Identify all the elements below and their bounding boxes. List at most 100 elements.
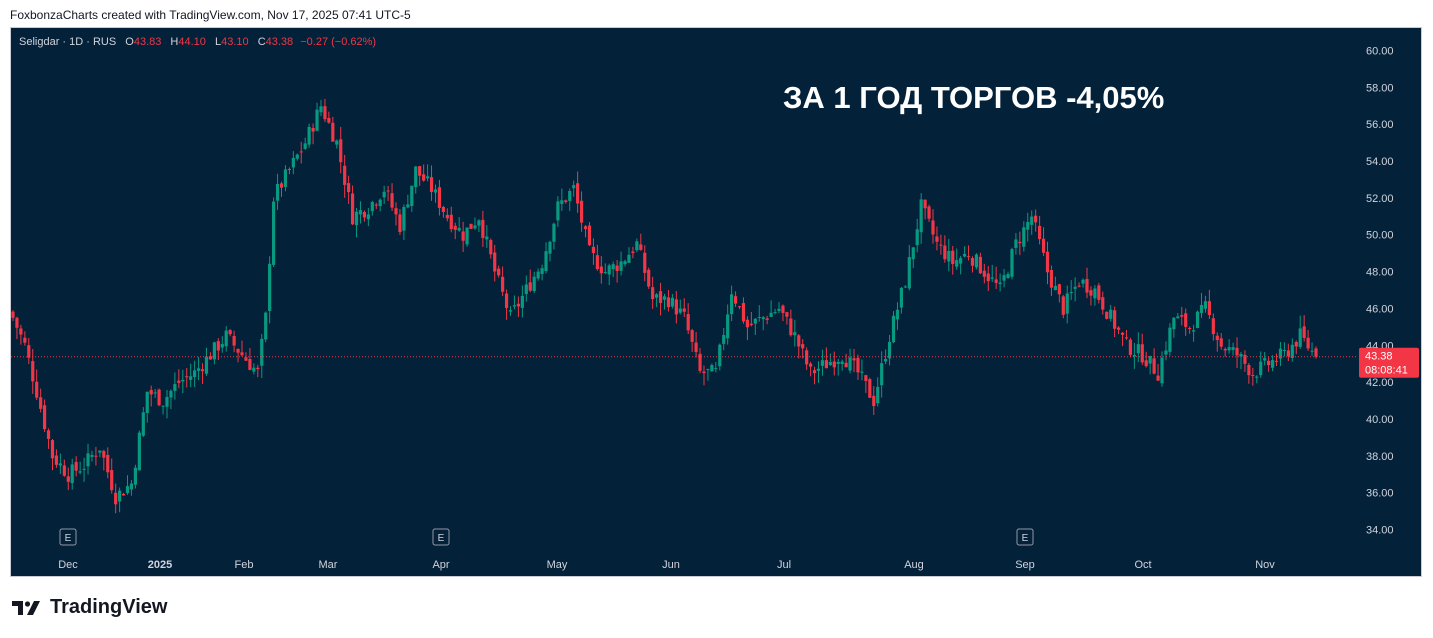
candle	[189, 363, 193, 388]
candle	[307, 123, 311, 148]
candle	[682, 298, 686, 318]
candle	[639, 233, 643, 251]
time-tick-label: Nov	[1255, 559, 1275, 571]
price-tick-label: 34.00	[1366, 525, 1394, 537]
candle	[1132, 342, 1136, 369]
candle	[240, 340, 244, 357]
candle	[473, 217, 477, 230]
candle	[1018, 231, 1022, 256]
earnings-marker-icon[interactable]: E	[59, 528, 77, 546]
candle	[939, 234, 943, 255]
candle	[686, 303, 690, 335]
candle	[572, 180, 576, 197]
price-tick-label: 36.00	[1366, 488, 1394, 500]
candle	[868, 377, 872, 399]
candle	[485, 225, 489, 248]
candle	[331, 116, 335, 142]
candle	[591, 238, 596, 265]
candle	[31, 348, 35, 394]
time-tick-label: Dec	[58, 559, 78, 571]
candle	[647, 267, 651, 289]
candle	[1081, 278, 1085, 288]
candle	[303, 137, 307, 150]
candle	[1239, 351, 1243, 370]
candle	[765, 315, 769, 325]
candle	[733, 291, 738, 307]
price-axis[interactable]: 34.0036.0038.0040.0042.0044.0046.0048.00…	[1366, 45, 1394, 536]
candle	[228, 328, 232, 337]
candle	[793, 319, 797, 347]
svg-text:E: E	[1022, 533, 1029, 544]
candle	[670, 294, 674, 309]
last-price-label: 43.38	[1365, 351, 1393, 363]
candle	[1093, 285, 1097, 306]
time-tick-label: Aug	[904, 559, 924, 571]
time-tick-label: Oct	[1134, 559, 1151, 571]
open-value: 43.83	[133, 36, 162, 48]
earnings-marker-icon[interactable]: E	[1016, 528, 1034, 546]
candle	[1065, 285, 1069, 324]
chart-panel[interactable]: 34.00 36.00 38.00 40.00 42.00 44.00 46.00 48.00…	[10, 27, 1422, 577]
candle	[761, 315, 765, 331]
candle	[844, 353, 848, 368]
candle	[465, 227, 469, 247]
candle	[1298, 315, 1302, 349]
candle	[915, 218, 919, 253]
candle	[493, 244, 497, 282]
price-tick-label: 48.00	[1366, 267, 1394, 279]
time-axis[interactable]: Dec 2025 Feb Mar Apr May Jun Jul Aug Sep Oct Nov	[58, 559, 1275, 571]
candle	[390, 183, 394, 211]
candle	[753, 317, 757, 336]
candle	[1061, 294, 1065, 319]
candle	[441, 205, 445, 218]
brand-footer[interactable]: TradingView	[12, 596, 167, 619]
candle	[737, 305, 742, 310]
candle	[1034, 209, 1038, 232]
candle	[1156, 363, 1160, 381]
candle	[876, 377, 880, 407]
high-key: H	[170, 36, 179, 48]
candle	[556, 196, 560, 227]
candle	[1041, 227, 1046, 256]
ohlc-legend: Seligdar · 1D · RUS O43.83 H44.10 L43.10…	[19, 36, 376, 48]
candle	[394, 202, 398, 226]
candle	[840, 359, 844, 371]
candle	[548, 240, 552, 262]
candle	[137, 430, 141, 471]
candle	[1180, 306, 1184, 326]
candle	[757, 305, 761, 322]
candle	[1255, 375, 1259, 384]
candle	[951, 245, 955, 275]
candle	[193, 360, 197, 388]
candle	[970, 256, 975, 273]
candle	[106, 447, 110, 479]
candle	[78, 461, 82, 475]
candle	[576, 171, 580, 213]
candle	[923, 199, 927, 220]
candle	[579, 191, 584, 232]
candle	[726, 304, 730, 345]
candle	[852, 348, 856, 373]
candle	[39, 388, 43, 413]
candle	[62, 459, 66, 477]
candle	[121, 492, 126, 496]
candle	[287, 167, 291, 175]
candle	[181, 369, 185, 394]
candle	[986, 265, 990, 292]
symbol-label[interactable]: Seligdar · 1D · RUS	[19, 36, 117, 48]
candle	[907, 244, 911, 291]
candle	[1101, 291, 1105, 315]
candle	[272, 197, 276, 267]
candle	[1270, 355, 1275, 372]
candle	[1010, 247, 1014, 280]
candle	[1053, 276, 1057, 291]
price-chart[interactable]: 34.0036.0038.0040.0042.0044.0046.0048.00…	[11, 28, 1422, 577]
candle	[1160, 351, 1164, 387]
candle	[327, 111, 331, 124]
candle	[623, 259, 627, 267]
candle	[66, 467, 70, 491]
candle	[982, 263, 986, 284]
last-price-tag: 43.38 08:08:41	[1359, 347, 1419, 378]
earnings-marker-icon[interactable]: E	[432, 528, 450, 546]
candle	[690, 328, 694, 352]
